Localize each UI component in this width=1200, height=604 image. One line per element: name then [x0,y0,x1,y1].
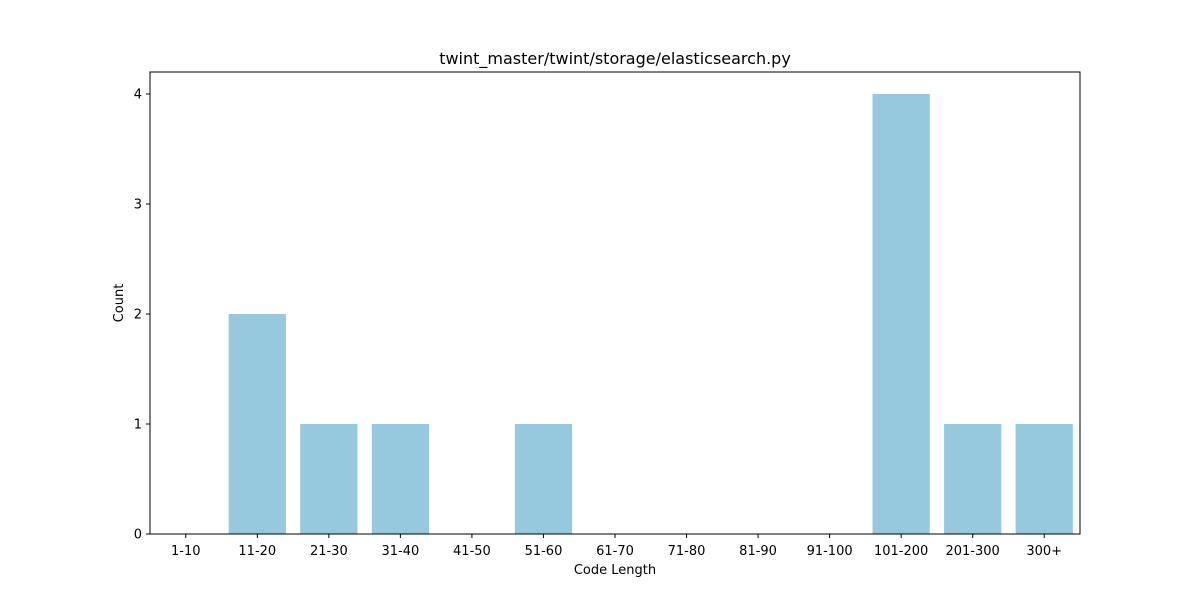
x-tick-label: 201-300 [946,544,1000,559]
x-tick-label: 1-10 [171,544,201,559]
x-tick-label: 41-50 [453,544,491,559]
x-tick-label: 11-20 [238,544,276,559]
x-axis: 1-10 11-20 21-30 31-40 41-50 51-60 61-70 71-80 8… [171,534,1062,559]
y-tick-label: 3 [134,198,142,213]
y-tick-label: 2 [134,308,142,323]
x-tick-label: 61-70 [596,544,634,559]
y-tick-label: 1 [134,418,142,433]
x-tick-label: 300+ [1026,544,1062,559]
y-axis-label: Count [112,284,127,323]
x-tick-label: 21-30 [310,544,348,559]
x-tick-label: 81-90 [739,544,777,559]
x-tick-label: 31-40 [381,544,419,559]
bar-31-40 [371,424,429,534]
bar-300+ [1015,424,1073,534]
y-axis: 0 1 2 3 4 [134,88,150,543]
x-tick-label: 51-60 [525,544,563,559]
bar-201-300 [944,424,1002,534]
x-tick-label: 91-100 [807,544,853,559]
x-tick-label: 101-200 [874,544,928,559]
bars-layer [228,94,1073,534]
y-tick-label: 4 [134,88,142,103]
y-tick-label: 0 [134,528,142,543]
bar-101-200 [872,94,930,534]
bar-21-30 [300,424,358,534]
bar-11-20 [228,314,286,534]
x-tick-label: 71-80 [668,544,706,559]
chart-title: twint_master/twint/storage/elasticsearch… [439,49,791,69]
bar-51-60 [514,424,573,534]
x-axis-label: Code Length [574,563,656,578]
plot-area-frame [149,71,1081,535]
